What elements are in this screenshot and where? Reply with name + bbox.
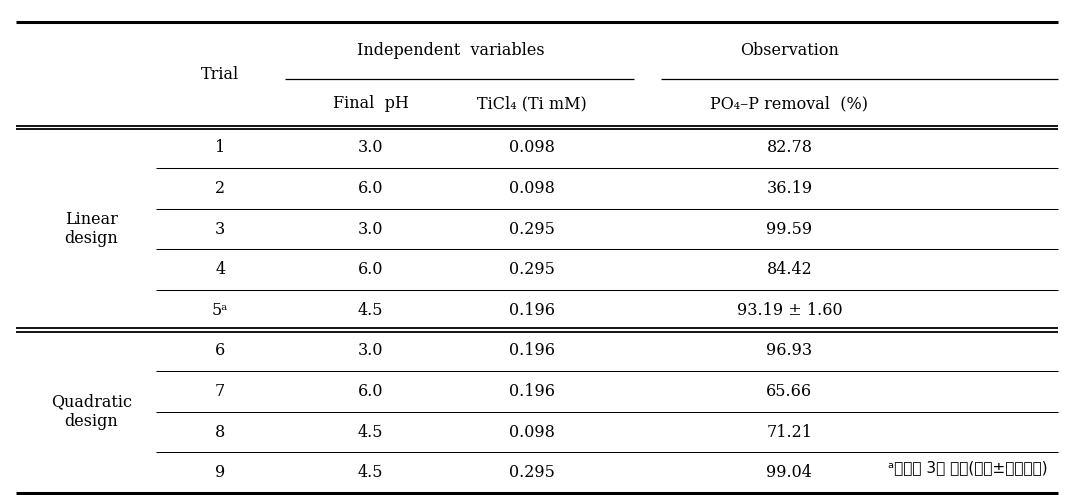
Text: 6.0: 6.0	[358, 180, 383, 197]
Text: Trial: Trial	[201, 66, 240, 84]
Text: 0.295: 0.295	[509, 464, 554, 481]
Text: 0.098: 0.098	[509, 180, 554, 197]
Text: 8: 8	[215, 424, 226, 441]
Text: Quadratic
design: Quadratic design	[50, 394, 132, 430]
Text: 6.0: 6.0	[358, 261, 383, 278]
Text: 6: 6	[215, 343, 226, 359]
Text: PO₄–P removal  (%): PO₄–P removal (%)	[710, 95, 869, 112]
Text: Final  pH: Final pH	[333, 95, 408, 112]
Text: 0.098: 0.098	[509, 424, 554, 441]
Text: Observation: Observation	[740, 42, 839, 59]
Text: 82.78: 82.78	[767, 140, 812, 156]
Text: 96.93: 96.93	[767, 343, 812, 359]
Text: 1: 1	[215, 140, 226, 156]
Text: 65.66: 65.66	[767, 383, 812, 400]
Text: 0.196: 0.196	[509, 383, 554, 400]
Text: 6.0: 6.0	[358, 383, 383, 400]
Text: Linear
design: Linear design	[64, 211, 118, 248]
Text: 93.19 ± 1.60: 93.19 ± 1.60	[737, 302, 842, 319]
Text: TiCl₄ (Ti mM): TiCl₄ (Ti mM)	[477, 95, 586, 112]
Text: 0.295: 0.295	[509, 221, 554, 238]
Text: 3.0: 3.0	[358, 221, 383, 238]
Text: 99.04: 99.04	[767, 464, 812, 481]
Text: ᵃ중심점 3번 반복(평균±표준편차): ᵃ중심점 3번 반복(평균±표준편차)	[887, 460, 1047, 475]
Text: 4.5: 4.5	[358, 302, 383, 319]
Text: 4.5: 4.5	[358, 424, 383, 441]
Text: 36.19: 36.19	[767, 180, 812, 197]
Text: 71.21: 71.21	[767, 424, 812, 441]
Text: 99.59: 99.59	[767, 221, 812, 238]
Text: 0.196: 0.196	[509, 343, 554, 359]
Text: 2: 2	[215, 180, 226, 197]
Text: 0.196: 0.196	[509, 302, 554, 319]
Text: 0.295: 0.295	[509, 261, 554, 278]
Text: 3: 3	[215, 221, 226, 238]
Text: 0.098: 0.098	[509, 140, 554, 156]
Text: 7: 7	[215, 383, 226, 400]
Text: 3.0: 3.0	[358, 343, 383, 359]
Text: 84.42: 84.42	[767, 261, 812, 278]
Text: Independent  variables: Independent variables	[358, 42, 545, 59]
Text: 3.0: 3.0	[358, 140, 383, 156]
Text: 9: 9	[215, 464, 226, 481]
Text: 4.5: 4.5	[358, 464, 383, 481]
Text: 5ᵃ: 5ᵃ	[212, 302, 229, 319]
Text: 4: 4	[215, 261, 226, 278]
